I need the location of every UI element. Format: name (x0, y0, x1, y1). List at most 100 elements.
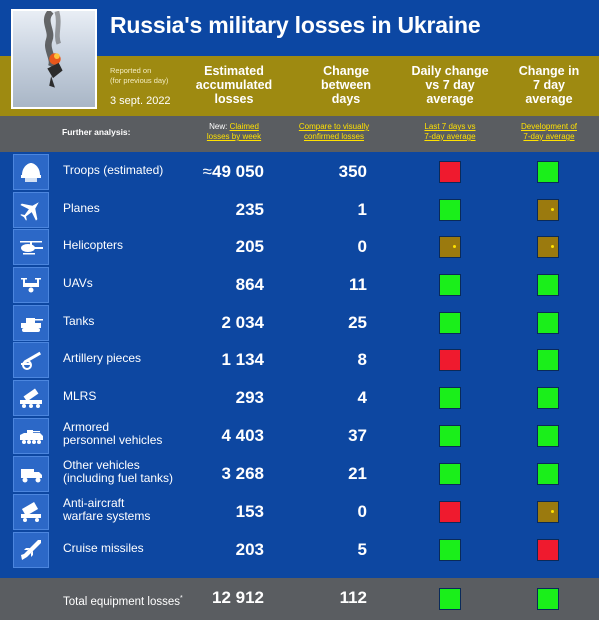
reported-on-label: Reported on (110, 66, 152, 75)
row-label-line: MLRS (63, 389, 97, 403)
total-label-text: Total equipment losses (63, 595, 180, 608)
confirmed-losses-link-line[interactable]: confirmed losses (303, 132, 365, 141)
last-7-days-link-line[interactable]: Last 7 days vs (424, 122, 476, 131)
helmet-icon-tile (13, 154, 49, 190)
estimated-value: 1 134 (180, 350, 264, 370)
row-label: Anti-aircraft warfare systems (63, 497, 150, 523)
estimated-number: 203 (235, 540, 264, 559)
estimated-value: 864 (180, 275, 264, 295)
development-7-day-link-line[interactable]: Development of (520, 122, 578, 131)
header-daily-line: Daily change (411, 64, 489, 78)
apc-icon-tile (13, 418, 49, 454)
avg-change-indicator (537, 501, 559, 523)
development-7-day-link-line[interactable]: 7-day average (523, 132, 575, 141)
total-estimated: 12 912 (212, 588, 264, 607)
row-label: Other vehicles (including fuel tanks) (63, 459, 173, 485)
helmet-icon (21, 163, 41, 182)
daily-change-indicator (439, 501, 461, 523)
header-band (0, 56, 599, 116)
daily-change-indicator (439, 312, 461, 334)
change-value: 25 (348, 313, 367, 332)
row-label-line: Other vehicles (63, 458, 140, 472)
table-row: Other vehicles (including fuel tanks) 3 26… (0, 456, 599, 494)
change-value: 11 (349, 275, 367, 294)
artillery-icon (21, 351, 42, 370)
header-change-line: between (320, 78, 371, 92)
daily-change-indicator (439, 349, 461, 371)
total-label: Total equipment losses* (63, 592, 183, 609)
confirmed-losses-link[interactable]: Compare to visually confirmed losses (282, 122, 386, 142)
anti-aircraft-icon-tile (13, 494, 49, 530)
mlrs-icon-tile (13, 380, 49, 416)
table-row: MLRS 293 4 (0, 380, 599, 418)
estimated-value: 153 (180, 502, 264, 522)
falling-aircraft-image (44, 11, 63, 88)
helicopter-icon (20, 241, 43, 255)
header-photo (11, 9, 97, 109)
estimated-number: 1 134 (221, 350, 264, 369)
row-label: Planes (63, 202, 100, 215)
change-value: 1 (357, 200, 367, 219)
report-date: 3 sept. 2022 (110, 95, 171, 107)
total-daily-indicator (439, 588, 461, 610)
table-row: UAVs 864 11 (0, 267, 599, 305)
total-avg-indicator (537, 588, 559, 610)
avg-change-indicator (537, 199, 559, 221)
daily-change-indicator (439, 425, 461, 447)
missile-icon-tile (13, 532, 49, 568)
estimated-value: 203 (180, 540, 264, 560)
confirmed-losses-link-line[interactable]: Compare to visually (298, 122, 370, 131)
avg-change-indicator (537, 161, 559, 183)
row-label-line: Troops (estimated) (63, 163, 164, 177)
missile-icon (21, 540, 41, 560)
avg-change-indicator (537, 387, 559, 409)
tank-icon (21, 318, 43, 332)
last-7-days-link-line[interactable]: 7-day average (424, 132, 476, 141)
table-row: Troops (estimated) ≈49 050 350 (0, 154, 599, 192)
row-label-line: Helicopters (63, 238, 124, 252)
estimated-value: 205 (180, 237, 264, 257)
jet-icon-tile (13, 192, 49, 228)
change-value: 8 (357, 350, 367, 369)
change-value: 5 (357, 540, 367, 559)
last-7-days-link[interactable]: Last 7 days vs 7-day average (408, 122, 492, 142)
header-bar (0, 0, 599, 56)
row-label: Troops (estimated) (63, 164, 163, 177)
daily-change-indicator (439, 199, 461, 221)
estimated-number: 4 403 (221, 426, 264, 445)
row-label-line: Anti-aircraft (63, 496, 125, 510)
truck-icon (21, 469, 42, 483)
estimated-number: 205 (235, 237, 264, 256)
total-change: 112 (339, 588, 367, 607)
estimated-value: 3 268 (180, 464, 264, 484)
row-label-line: personnel vehicles (63, 433, 163, 447)
row-label-line: Cruise missiles (63, 541, 144, 555)
claimed-losses-link-line[interactable]: Claimed (229, 122, 259, 131)
previous-day-label: (for previous day) (110, 76, 169, 85)
development-7-day-link[interactable]: Development of 7-day average (509, 122, 589, 142)
estimated-number: 235 (235, 200, 264, 219)
estimated-number: 49 050 (212, 162, 264, 181)
jet-icon (20, 202, 39, 221)
daily-change-indicator (439, 236, 461, 258)
table-row: Planes 235 1 (0, 192, 599, 230)
change-value: 4 (357, 388, 367, 407)
header-avg: Change in 7 day average (511, 64, 587, 106)
claimed-losses-link-line[interactable]: losses by week (206, 132, 262, 141)
change-value: 37 (348, 426, 367, 445)
change-value: 0 (357, 237, 367, 256)
header-avg-line: Change in (518, 64, 580, 78)
avg-change-indicator (537, 274, 559, 296)
estimated-number: 3 268 (221, 464, 264, 483)
header-change-line: days (331, 92, 361, 106)
table-row: Artillery pieces 1 134 8 (0, 342, 599, 380)
claimed-losses-link[interactable]: New: Claimed losses by week (192, 122, 276, 142)
header-estimated-line: losses (214, 92, 254, 106)
change-value: 350 (338, 162, 367, 181)
avg-change-indicator (537, 539, 559, 561)
row-label: MLRS (63, 390, 96, 403)
daily-change-indicator (439, 387, 461, 409)
daily-change-indicator (439, 539, 461, 561)
row-label-line: warfare systems (63, 509, 151, 523)
header-estimated-line: accumulated (195, 78, 273, 92)
